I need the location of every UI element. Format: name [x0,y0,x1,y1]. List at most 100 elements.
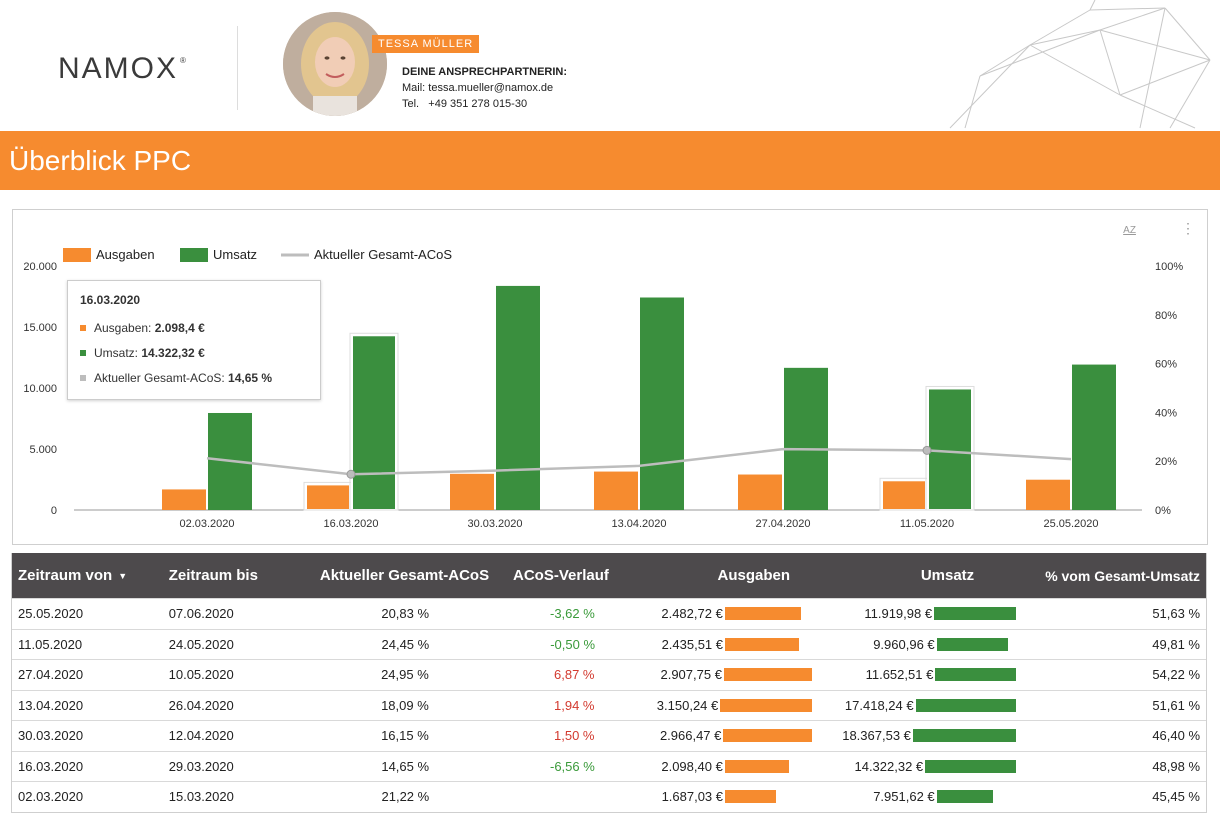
cell-acos: 24,45 % [301,630,496,660]
logo-text: NAMOX [58,52,179,85]
contact-name-badge: TESSA MÜLLER [372,35,480,53]
column-header-share[interactable]: % vom Gesamt-Umsatz [1022,553,1206,598]
tooltip-swatch-acos [80,374,86,381]
cell-share: 45,45 % [1152,789,1200,805]
logo-registered-mark: ® [180,56,188,65]
cell-revenue: 14.322,32 € [818,752,1022,782]
spend-value: 3.150,24 € [656,697,719,713]
revenue-value: 14.322,32 € [854,758,924,774]
cell-spend: 2.907,75 € [614,660,818,690]
cell-from: 27.04.2020 [18,667,84,683]
spend-value: 2.966,47 € [659,728,722,744]
x-tick-label: 02.03.2020 [179,518,234,530]
acos-value: 16,15 % [381,728,429,744]
tooltip-label: Ausgaben: [94,321,155,335]
legend-swatch-ausgaben [63,248,91,262]
cell-revenue: 18.367,53 € [818,721,1022,751]
cell-spend: 3.150,24 € [614,691,818,721]
column-header-to[interactable]: Zeitraum bis [163,553,301,598]
spend-bar [724,759,789,773]
tooltip-value: 14.322,32 € [141,346,205,360]
column-header-acos[interactable]: Aktueller Gesamt-ACoS [300,553,495,598]
contact-mail: Mail: tessa.mueller@namox.de [402,82,554,94]
tooltip-label: Aktueller Gesamt-ACoS: [94,371,229,385]
revenue-value: 7.951,62 € [873,789,935,805]
tooltip-swatch-umsatz [80,349,86,356]
bar-umsatz [496,285,540,510]
y-right-tick-label: 0% [1155,505,1171,517]
cell-revenue: 11.652,51 € [818,660,1022,690]
tooltip-row-umsatz: Umsatz: 14.322,32 € [80,346,205,360]
y-right-tick-label: 60% [1155,359,1177,371]
cell-from: 11.05.2020 [18,636,83,652]
column-header-from[interactable]: Zeitraum von ▼ [12,553,163,598]
cell-to: 07.06.2020 [168,606,234,622]
table-row[interactable]: 27.04.2020 10.05.2020 24,95 % 6,87 % 2.907,7… [12,659,1206,690]
tooltip-label: Umsatz: [94,346,142,360]
avatar [283,12,387,116]
bar-umsatz [1072,364,1116,510]
cell-spend: 2.098,40 € [615,752,819,782]
cell-spend: 2.435,51 € [615,630,819,660]
cell-acos: 21,22 % [301,782,496,812]
y-left-tick-label: 0 [51,505,57,517]
tooltip-date: 16.03.2020 [80,293,141,307]
column-header-label: Zeitraum von [18,567,113,584]
revenue-bar [915,698,1017,712]
y-left-tick-label: 10.000 [23,383,57,395]
report-header: NAMOX ® TESSA MÜLLER DEINE ANSPRECHPARTNE… [0,0,1220,130]
table-row[interactable]: 16.03.2020 29.03.2020 14,65 % -6,56 % 2.098,… [12,750,1206,782]
ppc-chart-card: 0 5.000 10.000 15.000 20.000 0% 20% 40% 60% 80% 10… [12,209,1208,545]
cell-from: 13.04.2020 [18,697,84,713]
acos-value: 18,09 % [381,697,429,713]
table-row[interactable]: 25.05.2020 07.06.2020 20,83 % -3,62 % 2.482,… [12,598,1206,629]
table-row[interactable]: 11.05.2020 24.05.2020 24,45 % -0,50 % 2.435,… [12,628,1206,660]
y-right-tick-label: 100% [1155,261,1183,273]
cell-revenue: 9.960,96 € [819,630,1023,660]
sort-descending-icon[interactable]: ▼ [118,570,128,581]
column-header-revenue[interactable]: Umsatz [819,553,1023,598]
cell-acos-trend: 6,87 % [495,660,615,690]
cell-acos: 14,65 % [300,752,495,782]
spend-bar [725,637,800,651]
column-header-spend[interactable]: Ausgaben [615,553,819,598]
acos-point-highlight [922,445,932,455]
sort-az-icon[interactable]: AZ [1123,225,1136,236]
x-tick-label: 16.03.2020 [323,518,378,530]
acos-value: 21,22 % [381,789,430,805]
y-left-tick-label: 15.000 [23,322,57,334]
tooltip-row-acos: Aktueller Gesamt-ACoS: 14,65 % [80,371,272,385]
tooltip-row-ausgaben: Ausgaben: 2.098,4 € [80,321,205,335]
cell-to: 10.05.2020 [168,667,234,683]
bar-ausgaben [305,483,351,511]
cell-acos: 20,83 % [300,599,495,629]
cell-acos-trend: 1,94 % [495,691,615,721]
revenue-bar [936,790,993,804]
y-right-tick-label: 80% [1155,310,1177,322]
x-tick-label: 27.04.2020 [755,518,810,530]
bar-umsatz [640,297,684,510]
cell-revenue: 11.919,98 € [818,599,1022,629]
column-header-label: Ausgaben [717,567,791,584]
cell-to: 24.05.2020 [168,636,234,652]
cell-to: 12.04.2020 [168,728,234,744]
cell-share: 46,40 % [1152,728,1201,744]
bar-ausgaben [450,473,494,510]
table-row[interactable]: 30.03.2020 12.04.2020 16,15 % 1,50 % 2.966,4… [12,720,1206,751]
legend-label-acos: Aktueller Gesamt-ACoS [314,247,452,262]
y-right-tick-label: 40% [1155,407,1177,419]
bar-ausgaben [162,489,206,510]
bar-ausgaben [881,479,927,511]
bar-ausgaben [1026,479,1070,510]
spend-value: 2.435,51 € [661,636,724,652]
table-row[interactable]: 02.03.2020 15.03.2020 21,22 % 1.687,03 € 7.9… [12,781,1206,812]
revenue-value: 9.960,96 € [873,636,935,652]
decorative-network-graphic [949,0,1211,129]
more-options-icon[interactable]: ⋮ [1181,220,1195,236]
column-header-acos-trend[interactable]: ACoS-Verlauf [495,553,615,598]
cell-acos-trend [495,782,615,812]
cell-revenue: 17.418,24 € [818,691,1022,721]
table-row[interactable]: 13.04.2020 26.04.2020 18,09 % 1,94 % 3.150,2… [12,689,1206,721]
cell-acos-trend: -3,62 % [495,599,615,629]
acos-trend-value: -0,50 % [550,636,596,652]
